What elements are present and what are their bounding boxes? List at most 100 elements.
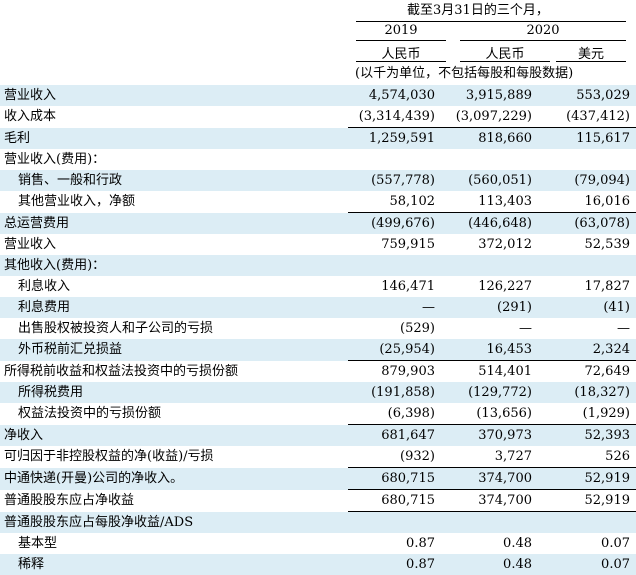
table-row: 普通股股东应占每股净收益/ADS <box>0 511 636 533</box>
value-2020-rmb: — <box>519 321 532 336</box>
row-label: 其他营业收入，净额 <box>18 194 136 210</box>
value-2020-rmb: 3,727 <box>494 449 532 464</box>
value-2019: (499,676) <box>348 212 439 234</box>
currency-rmb-2020: 人民币 <box>485 47 525 62</box>
row-label: 营业收入(费用)： <box>4 152 106 167</box>
value-2020-rmb: (446,648) <box>439 212 540 234</box>
table-row: 营业收入 759,915 372,012 52,539 <box>0 234 636 255</box>
row-label: 毛利 <box>0 127 348 149</box>
value-2020-usd: 72,649 <box>540 360 636 382</box>
table-row: 利息收入 146,471 126,227 17,827 <box>0 276 636 297</box>
value-2020-rmb: 818,660 <box>439 127 540 149</box>
table-row: 所得税费用 (191,858) (129,772) (18,327) <box>0 382 636 403</box>
value-2020-usd: (18,327) <box>540 382 636 403</box>
value-2020-usd: 16,016 <box>584 194 631 209</box>
value-2020-usd: 17,827 <box>584 279 631 294</box>
year-2020-underline <box>460 40 626 41</box>
row-label: 其他收入(费用)： <box>0 255 348 276</box>
value-2020-rmb: (129,772) <box>439 382 540 403</box>
value-2019: 58,102 <box>389 194 436 209</box>
row-label: 权益法投资中的亏损份额 <box>18 406 162 422</box>
value-2019: 0.87 <box>406 536 435 551</box>
value-2020-rmb: 374,700 <box>439 467 540 490</box>
value-2020-rmb: 374,700 <box>439 489 540 512</box>
row-label: 基本型 <box>18 536 58 551</box>
value-2020-usd: 526 <box>605 449 630 464</box>
value-2019: (191,858) <box>348 382 439 403</box>
table-row: 总运营费用 (499,676) (446,648) (63,078) <box>0 212 636 234</box>
value-2019: (557,778) <box>348 170 439 191</box>
currency-underline-1 <box>356 61 446 62</box>
table-row: 中通快递(开曼)公司的净收入。 680,715 374,700 52,919 <box>0 467 636 490</box>
value-2019: 146,471 <box>381 279 435 294</box>
value-2019: 4,574,030 <box>348 85 439 106</box>
value-2020-rmb: 126,227 <box>478 279 532 294</box>
row-label: 稀释 <box>0 554 348 575</box>
value-2020-usd: — <box>617 321 630 336</box>
currency-rmb-2019: 人民币 <box>381 47 421 62</box>
row-label: 收入成本 <box>4 109 57 125</box>
table-row: 其他营业收入，净额 58,102 113,403 16,016 <box>0 191 636 213</box>
value-2020-rmb: (560,051) <box>439 170 540 191</box>
table-row: 营业收入 4,574,030 3,915,889 553,029 <box>0 85 636 106</box>
row-label: 所得税费用 <box>0 382 348 403</box>
income-statement-table: 营业收入 4,574,030 3,915,889 553,029 收入成本 (3… <box>0 85 636 575</box>
row-label: 营业收入 <box>4 237 57 252</box>
value-2020-usd <box>540 511 636 533</box>
table-row: 毛利 1,259,591 818,660 115,617 <box>0 127 636 149</box>
value-2020-usd: 553,029 <box>540 85 636 106</box>
value-2020-rmb: 372,012 <box>478 237 532 252</box>
year-2019-header: 2019 <box>384 23 418 38</box>
value-2020-rmb: 0.48 <box>439 554 540 575</box>
table-row: 所得税前收益和权益法投资中的亏损份额 879,903 514,401 72,64… <box>0 360 636 382</box>
value-2019: 0.87 <box>348 554 439 575</box>
table-row: 营业收入(费用)： <box>0 149 636 170</box>
row-label: 中通快递(开曼)公司的净收入。 <box>0 467 348 490</box>
value-2020-rmb <box>439 255 540 276</box>
value-2019: 680,715 <box>348 467 439 490</box>
unit-note: (以千为单位，不包括每股和每股数据) <box>355 66 574 81</box>
value-2019: 680,715 <box>348 489 439 512</box>
value-2020-usd <box>540 149 636 170</box>
value-2020-usd: (63,078) <box>540 212 636 234</box>
value-2019: 879,903 <box>348 360 439 382</box>
value-2020-rmb: 3,915,889 <box>439 85 540 106</box>
value-2020-rmb: 16,453 <box>439 339 540 361</box>
row-label: 可归因于非控股权益的净(收益)/亏损 <box>4 449 214 465</box>
value-2020-usd <box>540 255 636 276</box>
value-2019 <box>348 511 439 533</box>
row-label: 净收入 <box>0 424 348 446</box>
value-2020-usd: 52,919 <box>540 467 636 490</box>
value-2020-rmb: (3,097,229) <box>455 109 532 124</box>
value-2019: (25,954) <box>348 339 439 361</box>
value-2020-usd: (1,929) <box>582 406 630 421</box>
value-2020-usd: (79,094) <box>540 170 636 191</box>
year-2019-underline <box>356 40 446 41</box>
value-2020-usd: 0.07 <box>601 536 630 551</box>
currency-usd-2020: 美元 <box>577 47 604 62</box>
row-label: 利息费用 <box>0 297 348 318</box>
value-2020-usd: 52,539 <box>584 237 631 252</box>
period-header: 截至3月31日的三个月， <box>407 3 549 18</box>
table-row: 权益法投资中的亏损份额 (6,398) (13,656) (1,929) <box>0 403 636 425</box>
value-2019: 681,647 <box>348 424 439 446</box>
table-row: 可归因于非控股权益的净(收益)/亏损 (932) 3,727 526 <box>0 446 636 468</box>
value-2019: — <box>348 297 439 318</box>
row-label: 外币税前汇兑损益 <box>0 339 348 361</box>
row-label: 普通股股东应占净收益 <box>4 493 135 508</box>
table-row: 其他收入(费用)： <box>0 255 636 276</box>
currency-underline-2 <box>460 61 550 62</box>
row-label: 销售、一般和行政 <box>0 170 348 191</box>
year-2020-header: 2020 <box>526 23 560 38</box>
table-row: 外币税前汇兑损益 (25,954) 16,453 2,324 <box>0 339 636 361</box>
table-row: 稀释 0.87 0.48 0.07 <box>0 554 636 575</box>
value-2020-usd: (41) <box>540 297 636 318</box>
value-2020-rmb: 370,973 <box>439 424 540 446</box>
value-2020-rmb <box>439 511 540 533</box>
table-row: 普通股股东应占净收益 680,715 374,700 52,919 <box>0 489 636 512</box>
value-2020-usd: (437,412) <box>566 109 630 124</box>
value-2020-usd: 0.07 <box>540 554 636 575</box>
value-2020-rmb: (13,656) <box>476 406 532 421</box>
row-label: 总运营费用 <box>0 212 348 234</box>
